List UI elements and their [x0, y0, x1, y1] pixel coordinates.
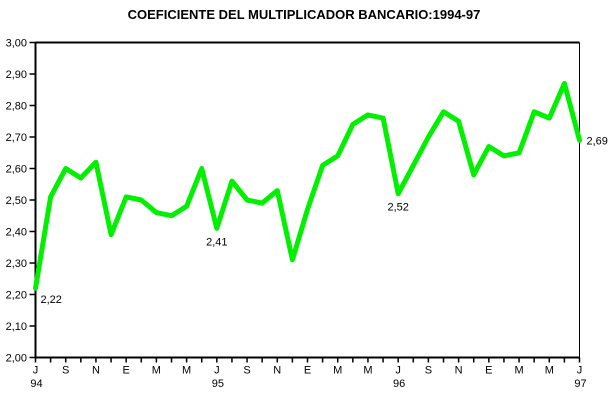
x-tick-label: M [514, 365, 523, 377]
data-label: 2,52 [387, 202, 408, 214]
x-tick-label: E [122, 365, 129, 377]
y-tick-label: 2,70 [6, 132, 27, 144]
x-tick-label: J [395, 365, 401, 377]
y-tick-label: 2,10 [6, 321, 27, 333]
y-tick-label: 2,30 [6, 258, 27, 270]
year-label: 95 [212, 378, 224, 390]
y-tick-label: 2,20 [6, 290, 27, 302]
data-label: 2,41 [206, 236, 227, 248]
y-tick-label: 2,80 [6, 101, 27, 113]
year-label: 97 [574, 378, 586, 390]
y-tick-label: 2,00 [6, 353, 27, 365]
year-label: 94 [30, 378, 42, 390]
series-line [33, 80, 582, 291]
x-tick-label: M [182, 365, 191, 377]
x-tick-label: S [243, 365, 250, 377]
x-tick-label: S [62, 365, 69, 377]
x-tick-label: M [333, 365, 342, 377]
x-tick-label: E [304, 365, 311, 377]
y-tick-label: 3,00 [6, 38, 27, 50]
x-tick-label: M [152, 365, 161, 377]
chart-title: COEFICIENTE DEL MULTIPLICADOR BANCARIO:1… [127, 7, 481, 22]
x-tick-label: E [485, 365, 492, 377]
x-tick-label: M [545, 365, 554, 377]
x-tick-label: J [214, 365, 220, 377]
x-tick-label: M [363, 365, 372, 377]
y-tick-label: 2,50 [6, 195, 27, 207]
x-tick-label: N [455, 365, 463, 377]
y-tick-label: 2,90 [6, 69, 27, 81]
x-tick-label: J [577, 365, 583, 377]
x-tick-label: S [425, 365, 432, 377]
data-label: 2,69 [587, 136, 608, 148]
y-tick-label: 2,60 [6, 164, 27, 176]
x-tick-label: J [33, 365, 39, 377]
y-tick-label: 2,40 [6, 227, 27, 239]
year-label: 96 [393, 378, 405, 390]
data-label: 2,22 [41, 294, 62, 306]
x-tick-label: N [273, 365, 281, 377]
x-tick-label: N [92, 365, 100, 377]
